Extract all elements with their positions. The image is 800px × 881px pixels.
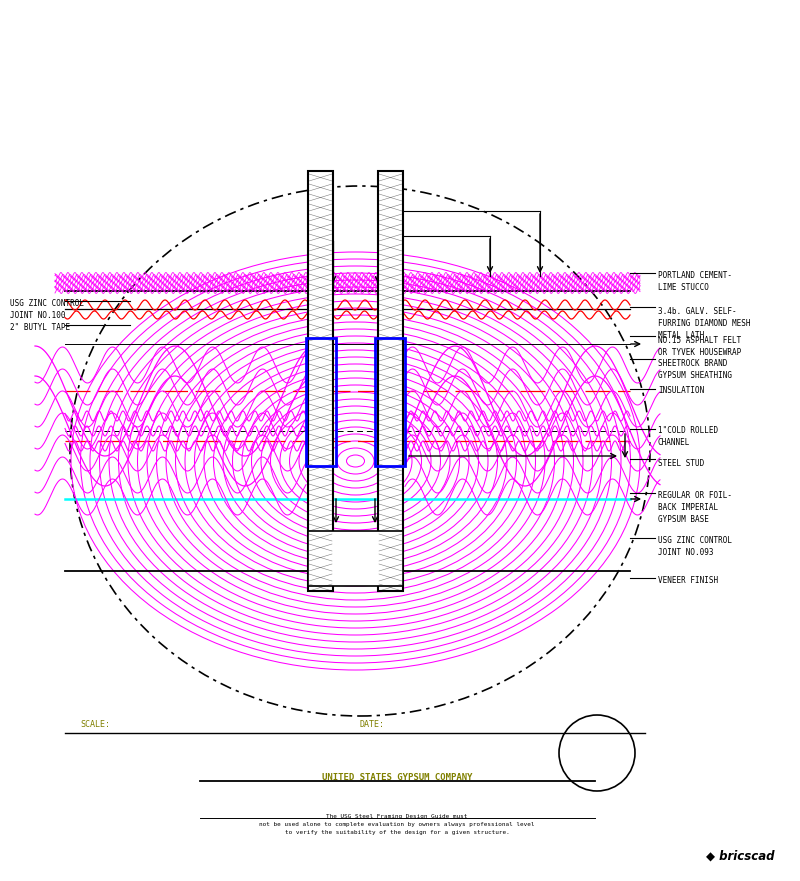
Bar	[378, 171, 403, 591]
Text: 2" BUTYL TAPE: 2" BUTYL TAPE	[10, 323, 70, 332]
Text: ◆ bricscad: ◆ bricscad	[706, 850, 775, 863]
Text: VENEER FINISH: VENEER FINISH	[658, 576, 718, 585]
Bar	[306, 338, 336, 466]
Bar	[308, 171, 333, 591]
Text: SHEETROCK BRAND
GYPSUM SHEATHING: SHEETROCK BRAND GYPSUM SHEATHING	[658, 359, 732, 380]
Text: USG ZINC CONTROL
JOINT NO.100: USG ZINC CONTROL JOINT NO.100	[10, 299, 84, 320]
Text: not be used alone to complete evaluation by owners always professional level: not be used alone to complete evaluation…	[259, 822, 534, 827]
Text: PORTLAND CEMENT-
LIME STUCCO: PORTLAND CEMENT- LIME STUCCO	[658, 271, 732, 292]
Text: INSULATION: INSULATION	[658, 386, 704, 395]
Text: 3.4b. GALV. SELF-
FURRING DIAMOND MESH
METAL LATH: 3.4b. GALV. SELF- FURRING DIAMOND MESH M…	[658, 307, 750, 339]
Text: UNITED STATES GYPSUM COMPANY: UNITED STATES GYPSUM COMPANY	[322, 773, 472, 782]
Text: to verify the suitability of the design for a given structure.: to verify the suitability of the design …	[285, 830, 510, 835]
Text: USG ZINC CONTROL
JOINT NO.093: USG ZINC CONTROL JOINT NO.093	[658, 536, 732, 557]
Text: REGULAR OR FOIL-
BACK IMPERIAL
GYPSUM BASE: REGULAR OR FOIL- BACK IMPERIAL GYPSUM BA…	[658, 491, 732, 523]
Bar	[375, 338, 405, 466]
Bar	[308, 531, 403, 586]
Text: SCALE:: SCALE:	[80, 720, 110, 729]
Text: STEEL STUD: STEEL STUD	[658, 459, 704, 468]
Text: NO.15 ASPHALT FELT
OR TYVEK HOUSEWRAP: NO.15 ASPHALT FELT OR TYVEK HOUSEWRAP	[658, 336, 742, 357]
Text: 1"COLD ROLLED
CHANNEL: 1"COLD ROLLED CHANNEL	[658, 426, 718, 447]
Text: The USG Steel Framing Design Guide must: The USG Steel Framing Design Guide must	[326, 814, 468, 819]
Text: DATE:: DATE:	[360, 720, 385, 729]
